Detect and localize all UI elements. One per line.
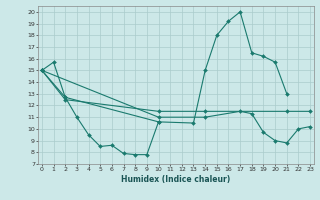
X-axis label: Humidex (Indice chaleur): Humidex (Indice chaleur) — [121, 175, 231, 184]
